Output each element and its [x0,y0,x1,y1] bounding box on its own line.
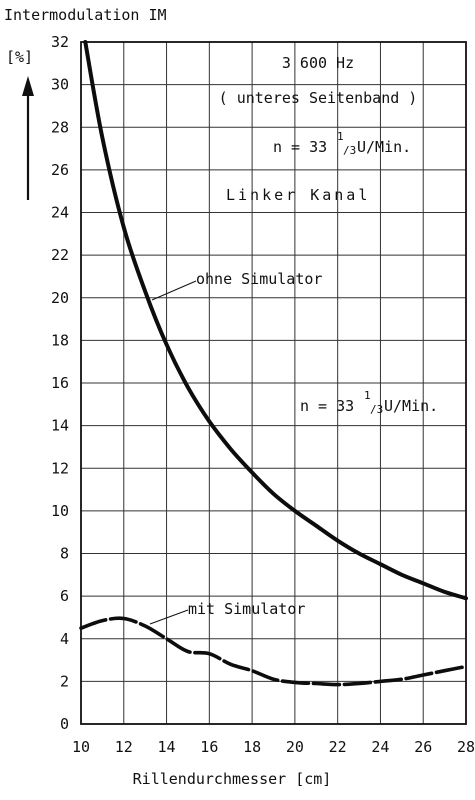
series-group [79,40,468,687]
x-axis-label: Rillendurchmesser [cm] [133,770,332,788]
y-axis-label: [%] [6,48,33,66]
x-tick-label-28: 28 [457,738,475,756]
annotation-frequency: 3 600 Hz [282,54,354,72]
y-tick-label-2: 2 [60,672,69,690]
x-tick-label-26: 26 [414,738,432,756]
x-tick-label-16: 16 [200,738,218,756]
y-tick-label-24: 24 [51,204,69,222]
y-tick-label-26: 26 [51,161,69,179]
series-line-0 [83,40,468,601]
annotation-band: ( unteres Seitenband ) [219,89,418,107]
y-tick-label-8: 8 [60,545,69,563]
y-tick-label-14: 14 [51,417,69,435]
y-tick-label-4: 4 [60,630,69,648]
y-axis-arrow-icon [22,76,34,200]
y-tick-label-16: 16 [51,374,69,392]
annotation-speed-1-prefix: n = 33 [273,138,327,156]
annotation-speed-2-num: 1 [364,389,371,402]
x-tick-label-20: 20 [286,738,304,756]
x-tick-label-12: 12 [115,738,133,756]
annotation-speed-2: n = 33 1 /3 U/Min. [300,389,438,416]
x-tick-label-14: 14 [158,738,176,756]
series-label-ohne-simulator: ohne Simulator [196,270,322,288]
annotation-speed-1: n = 33 1 /3 U/Min. [273,130,411,157]
y-tick-label-10: 10 [51,502,69,520]
annotation-speed-1-suffix: U/Min. [357,138,411,156]
x-tick-label-22: 22 [329,738,347,756]
y-tick-label-20: 20 [51,289,69,307]
annotation-speed-1-num: 1 [337,130,344,143]
y-tick-label-18: 18 [51,331,69,349]
chart-title: Intermodulation IM [4,6,167,24]
series-line-1 [79,616,468,687]
annotation-speed-2-prefix: n = 33 [300,397,354,415]
x-tick-label-10: 10 [72,738,90,756]
annotation-speed-1-den: /3 [343,144,356,157]
annotation-channel: Linker Kanal [226,186,370,204]
x-tick-label-18: 18 [243,738,261,756]
plot-frame [80,41,467,725]
series-label-ohne-leader [151,280,197,301]
series-label-mit-simulator: mit Simulator [188,600,305,618]
x-tick-labels: 10 12 14 16 18 20 22 24 26 28 [72,738,475,756]
plot-grid [80,41,467,725]
y-tick-label-22: 22 [51,246,69,264]
annotation-speed-2-suffix: U/Min. [384,397,438,415]
y-tick-label-28: 28 [51,118,69,136]
y-tick-label-6: 6 [60,587,69,605]
annotation-speed-2-den: /3 [370,403,383,416]
y-tick-label-0: 0 [60,715,69,733]
x-tick-label-24: 24 [371,738,389,756]
y-tick-label-30: 30 [51,76,69,94]
series-label-mit-leader [149,609,189,625]
y-tick-label-12: 12 [51,459,69,477]
y-tick-label-32: 32 [51,33,69,51]
